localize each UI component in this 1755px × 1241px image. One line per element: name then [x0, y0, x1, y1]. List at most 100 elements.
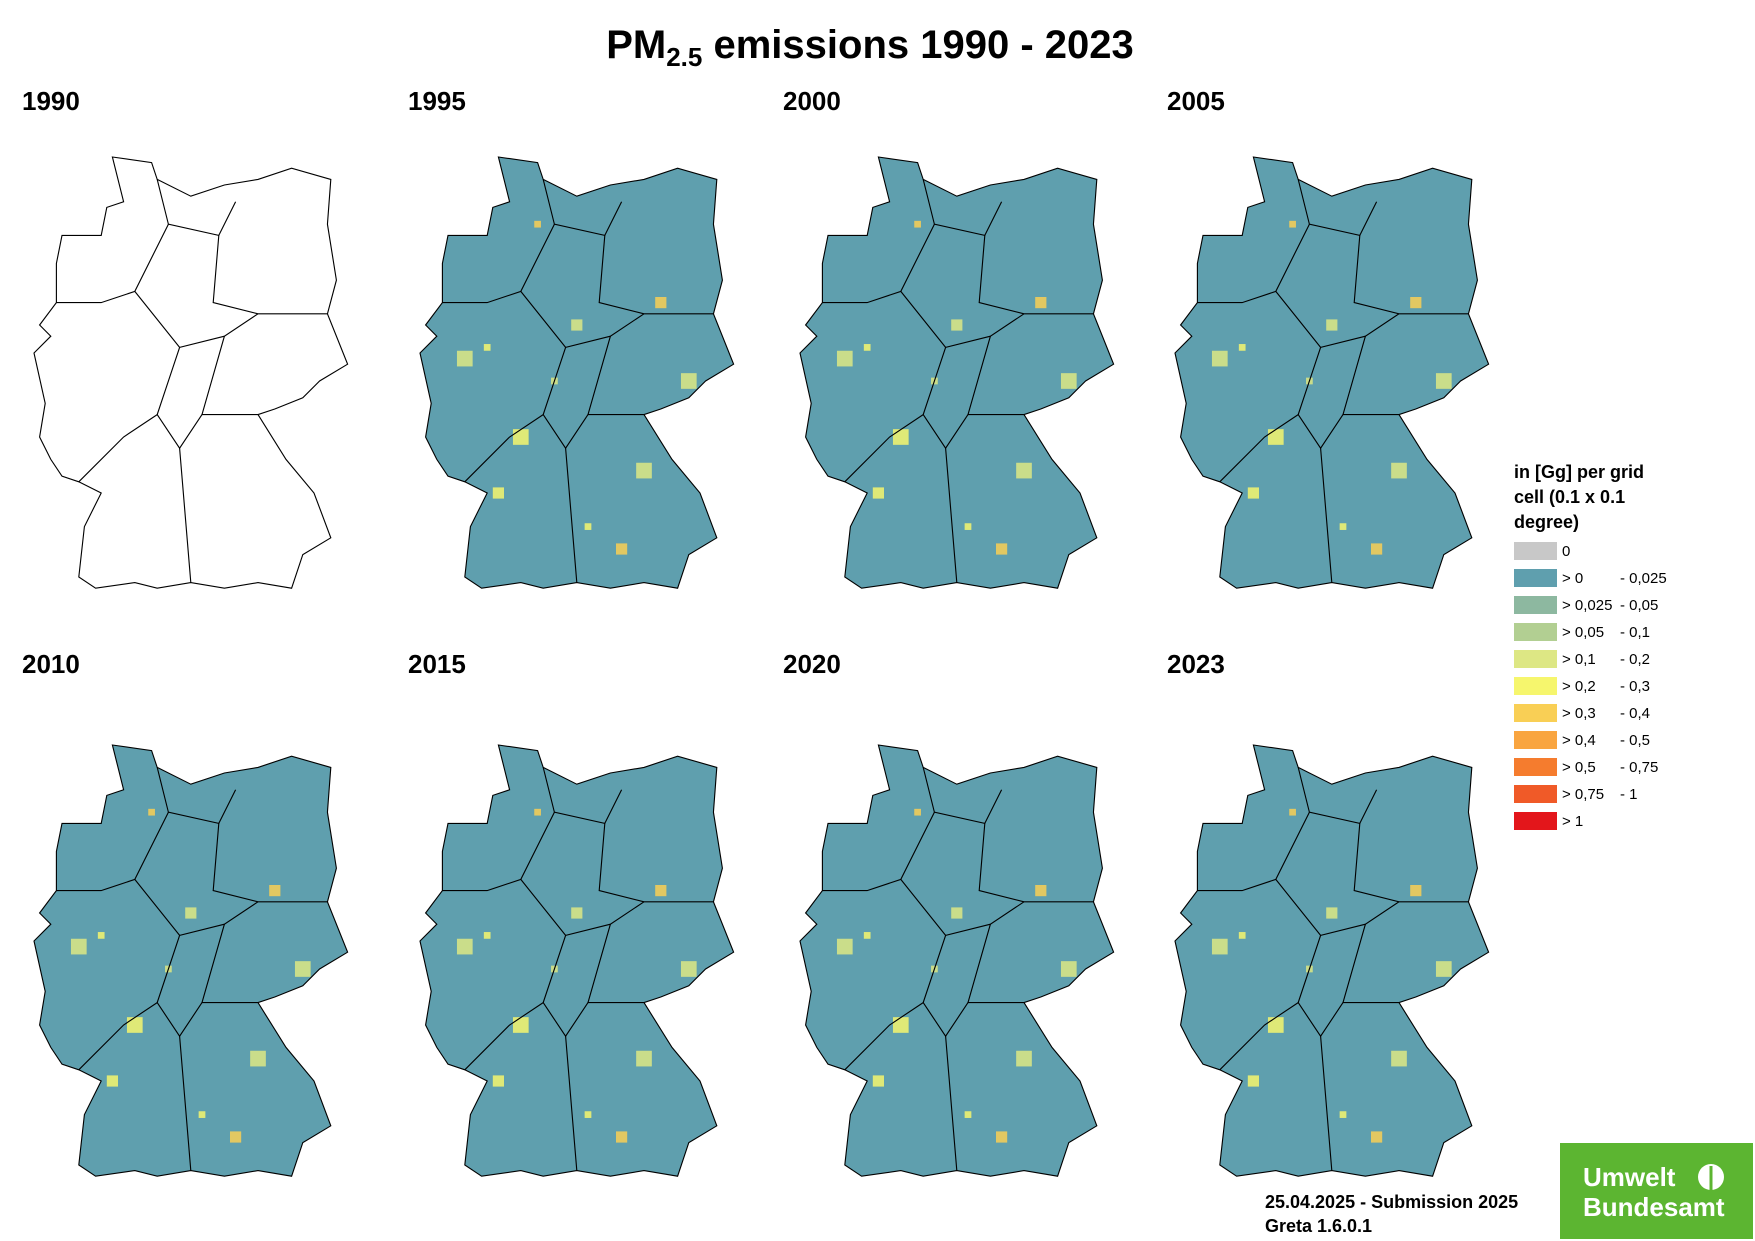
country-area	[799, 744, 1115, 1177]
state-border	[565, 1036, 578, 1171]
country-area	[1174, 156, 1490, 589]
state-border	[900, 879, 1025, 937]
state-border	[598, 823, 714, 903]
emission-hotspot	[1016, 1050, 1032, 1067]
emission-hotspot	[951, 319, 963, 331]
legend-to: - 0,2	[1620, 651, 1650, 668]
emission-hotspot	[914, 808, 921, 816]
emission-hotspot	[1410, 885, 1422, 897]
emission-hotspot	[996, 1131, 1008, 1143]
emission-hotspot	[534, 808, 541, 816]
map	[1174, 156, 1490, 589]
legend-title: in [Gg] per grid	[1514, 462, 1644, 482]
legend-swatch	[1514, 569, 1557, 587]
state-border	[78, 935, 181, 1071]
state-border	[1297, 414, 1344, 450]
emission-hotspot	[584, 1111, 592, 1118]
state-border	[945, 448, 958, 583]
legend-title: degree)	[1514, 512, 1579, 532]
state-border	[1320, 448, 1333, 583]
emission-hotspot	[512, 1017, 529, 1033]
emission-hotspot	[1391, 462, 1407, 479]
emission-hotspot	[1339, 523, 1347, 530]
footer-date: 25.04.2025 - Submission 2025	[1265, 1192, 1518, 1212]
legend-swatch	[1514, 704, 1557, 722]
emission-hotspot	[1267, 1017, 1284, 1033]
state-border	[134, 879, 259, 937]
emission-hotspot	[456, 938, 473, 955]
emission-hotspot	[1035, 297, 1047, 309]
legend-from: 0	[1562, 543, 1570, 560]
state-border	[922, 414, 969, 450]
logo-line: Bundesamt	[1583, 1192, 1725, 1222]
state-border	[978, 235, 1094, 315]
emission-hotspot	[1326, 907, 1338, 919]
map	[799, 156, 1115, 589]
state-border	[1275, 291, 1400, 349]
state-border	[56, 223, 169, 304]
state-border	[1353, 823, 1469, 903]
emission-hotspot	[872, 487, 884, 499]
legend-from: > 0,4	[1562, 732, 1596, 749]
year-label: 2023	[1167, 649, 1225, 679]
emission-hotspot	[1238, 932, 1246, 939]
emission-hotspot	[571, 319, 583, 331]
emission-hotspot	[148, 808, 155, 816]
emission-hotspot	[616, 543, 628, 555]
emission-hotspot	[964, 523, 972, 530]
map	[419, 744, 735, 1177]
figure-title: PM2.5 emissions 1990 - 2023	[606, 23, 1134, 72]
year-label: 2010	[22, 649, 80, 679]
legend-to: - 0,75	[1620, 759, 1658, 776]
emission-hotspot	[1060, 373, 1077, 389]
legend-swatch	[1514, 596, 1557, 614]
emission-hotspot	[1289, 808, 1296, 816]
state-border	[212, 235, 328, 315]
emission-hotspot	[1326, 319, 1338, 331]
year-label: 2000	[783, 86, 841, 116]
year-label: 2015	[408, 649, 466, 679]
state-border	[922, 1002, 969, 1038]
legend-from: > 0,025	[1562, 597, 1612, 614]
state-border	[1342, 924, 1400, 1004]
emission-hotspot	[836, 350, 853, 367]
emission-hotspot	[655, 885, 667, 897]
emission-hotspot	[571, 907, 583, 919]
emission-hotspot	[680, 961, 697, 977]
emission-hotspot	[483, 932, 491, 939]
emission-hotspot	[951, 907, 963, 919]
legend-from: > 1	[1562, 813, 1583, 830]
legend-from: > 0,1	[1562, 651, 1596, 668]
emission-hotspot	[680, 373, 697, 389]
emission-hotspot	[1410, 297, 1422, 309]
state-border	[900, 291, 1025, 349]
emission-hotspot	[892, 1017, 909, 1033]
emission-hotspot	[892, 429, 909, 445]
title-rest: emissions 1990 - 2023	[702, 23, 1133, 67]
emission-hotspot	[1247, 1075, 1259, 1087]
legend-from: > 0	[1562, 570, 1583, 587]
state-border	[1297, 179, 1378, 237]
state-border	[1197, 223, 1310, 304]
year-label: 2020	[783, 649, 841, 679]
legend-swatch	[1514, 785, 1557, 803]
state-border	[542, 179, 623, 237]
state-border	[844, 347, 947, 483]
emission-hotspot	[1016, 462, 1032, 479]
state-border	[464, 347, 567, 483]
emission-hotspot	[1035, 885, 1047, 897]
state-border	[78, 347, 181, 483]
legend-to: - 0,3	[1620, 678, 1650, 695]
logo-box	[1560, 1143, 1753, 1239]
legend-to: - 0,05	[1620, 597, 1658, 614]
state-border	[134, 291, 259, 349]
emission-hotspot	[198, 1111, 206, 1118]
state-border	[598, 235, 714, 315]
state-border	[978, 823, 1094, 903]
state-border	[56, 811, 169, 892]
state-border	[922, 179, 1003, 237]
emission-hotspot	[126, 1017, 143, 1033]
emission-hotspot	[836, 938, 853, 955]
legend-swatch	[1514, 812, 1557, 830]
state-border	[1297, 1002, 1344, 1038]
